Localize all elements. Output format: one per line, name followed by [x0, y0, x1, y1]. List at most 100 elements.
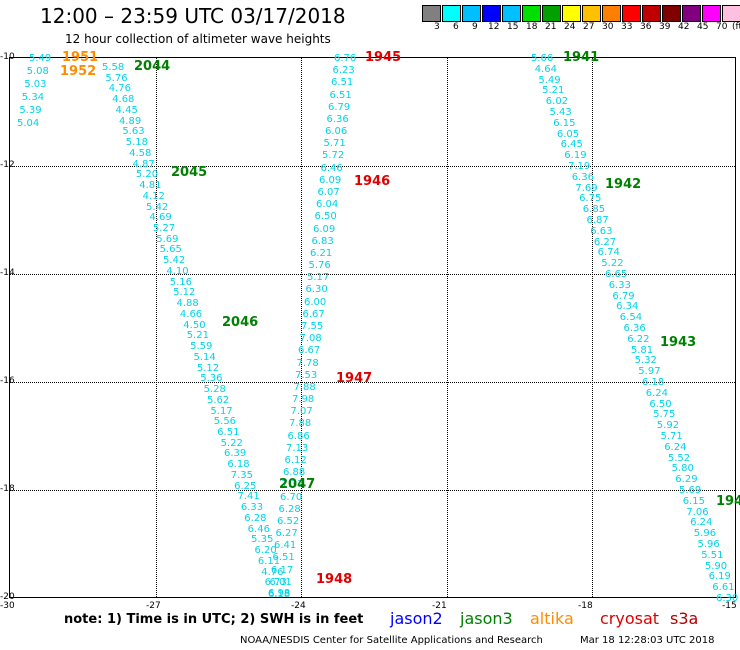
wave-height-value: 5.36 — [200, 373, 223, 385]
wave-height-value: 5.21 — [542, 85, 565, 97]
wave-height-value: 4.69 — [149, 212, 172, 224]
time-marker: 2045 — [171, 165, 208, 180]
wave-height-value: 7.08 — [299, 333, 322, 345]
wave-height-value: 5.52 — [667, 452, 691, 464]
wave-height-value: 5.22 — [601, 258, 624, 270]
longitude-label: -24 — [291, 601, 306, 611]
wave-height-value: 6.45 — [560, 139, 583, 151]
wave-height-value: 5.75 — [653, 409, 676, 421]
wave-height-value: 5.12 — [196, 362, 220, 374]
wave-height-value: 6.54 — [619, 312, 643, 324]
wave-height-value: 6.67 — [298, 345, 321, 357]
longitude-label: -21 — [432, 601, 447, 611]
wave-height-value: 4.89 — [118, 115, 142, 127]
legend-label: 42 — [678, 22, 690, 32]
map-panel — [9, 57, 736, 598]
wave-height-value: 5.51 — [701, 549, 724, 561]
time-marker: 1948 — [316, 572, 353, 587]
latitude-label: -14 — [0, 268, 15, 278]
wave-height-value: 7.19 — [568, 161, 591, 172]
wave-height-value: 4.10 — [166, 265, 189, 277]
wave-height-value: 7.78 — [296, 357, 319, 369]
wave-height-value: 5.04 — [17, 118, 40, 129]
latitude-label: -10 — [0, 52, 15, 62]
wave-height-value: 5.71 — [323, 138, 346, 150]
wave-height-value: 6.00 — [304, 296, 327, 308]
wave-height-value: 6.75 — [579, 193, 602, 205]
wave-height-value: 6.04 — [316, 199, 339, 211]
wave-height-value: 6.18 — [268, 589, 291, 600]
wave-height-value: 6.02 — [545, 96, 569, 108]
wave-height-value: 6.24 — [664, 441, 687, 453]
time-marker: 1941 — [563, 50, 600, 65]
satellite-name: altika — [530, 609, 574, 628]
wave-height-value: 5.72 — [322, 150, 345, 162]
wave-height-value: 6.17 — [271, 564, 294, 576]
wave-height-value: 6.23 — [332, 65, 355, 77]
wave-height-value: 5.32 — [634, 355, 657, 367]
wave-height-value: 5.90 — [704, 560, 728, 572]
legend-label: 27 — [583, 22, 595, 32]
wave-height-value: 7.69 — [575, 182, 598, 194]
latitude-label: -16 — [0, 376, 15, 386]
wave-height-value: 5.65 — [159, 244, 182, 256]
color-legend — [422, 5, 740, 22]
wave-height-value: 6.70 — [280, 491, 303, 503]
wave-height-value: 5.92 — [656, 420, 680, 432]
wave-height-value: 6.21 — [310, 247, 333, 259]
wave-height-value: 5.49 — [29, 53, 52, 64]
wave-height-value: 7.88 — [289, 418, 312, 430]
wave-height-value: 5.43 — [549, 107, 572, 118]
wave-height-value: 7.06 — [686, 506, 709, 518]
longitude-label: -27 — [146, 601, 161, 611]
latitude-gridline — [10, 166, 735, 167]
latitude-label: -12 — [0, 160, 15, 170]
wave-height-value: 5.66 — [531, 53, 554, 64]
wave-height-value: 5.42 — [162, 255, 186, 267]
wave-height-value: 5.69 — [156, 233, 179, 245]
wave-height-value: 5.20 — [135, 169, 159, 181]
wave-height-value: 5.39 — [19, 105, 42, 116]
wave-height-value: 6.73 — [264, 577, 287, 589]
wave-height-value: 5.03 — [24, 79, 47, 90]
wave-height-value: 6.28 — [244, 512, 267, 524]
legend-swatch — [422, 5, 441, 22]
wave-height-value: 6.83 — [311, 235, 334, 247]
wave-height-value: 5.76 — [105, 72, 128, 84]
wave-height-value: 6.63 — [590, 225, 613, 237]
legend-swatch — [702, 5, 721, 22]
wave-height-value: 5.42 — [146, 201, 169, 213]
legend-label: 24 — [564, 22, 576, 32]
wave-height-value: 6.87 — [586, 215, 609, 226]
wave-height-value: 4.81 — [139, 180, 162, 192]
wave-height-value: 6.15 — [682, 495, 705, 507]
wave-height-value: 5.81 — [630, 344, 654, 356]
wave-height-value: 5.56 — [213, 416, 237, 428]
wave-height-value: 6.24 — [690, 517, 713, 529]
wave-height-value: 4.50 — [183, 319, 206, 331]
wave-height-value: 6.65 — [605, 269, 628, 280]
wave-height-value: 6.18 — [642, 377, 665, 388]
wave-height-value: 5.80 — [671, 463, 694, 475]
wave-height-value: 5.62 — [207, 394, 230, 406]
time-marker: 1945 — [365, 50, 402, 65]
wave-height-value: 5.96 — [693, 528, 717, 540]
legend-label: 70 — [716, 22, 728, 32]
time-marker: 2046 — [222, 315, 259, 330]
wave-height-value: 6.36 — [571, 171, 594, 183]
wave-height-value: 6.76 — [334, 53, 357, 64]
wave-height-value: 6.36 — [623, 323, 646, 334]
wave-height-value: 6.18 — [227, 459, 250, 471]
legend-swatch — [562, 5, 581, 22]
legend-label: 36 — [640, 22, 652, 32]
legend-label: 15 — [507, 22, 519, 32]
latitude-gridline — [10, 382, 735, 383]
wave-height-value: 6.30 — [716, 593, 739, 604]
wave-height-value: 7.41 — [237, 491, 260, 503]
legend-swatch — [542, 5, 561, 22]
legend-swatch — [602, 5, 621, 22]
wave-height-value: 5.97 — [638, 366, 661, 378]
latitude-label: -18 — [0, 484, 15, 494]
wave-height-value: 6.33 — [608, 279, 631, 291]
satellite-name: jason2 — [390, 609, 443, 628]
